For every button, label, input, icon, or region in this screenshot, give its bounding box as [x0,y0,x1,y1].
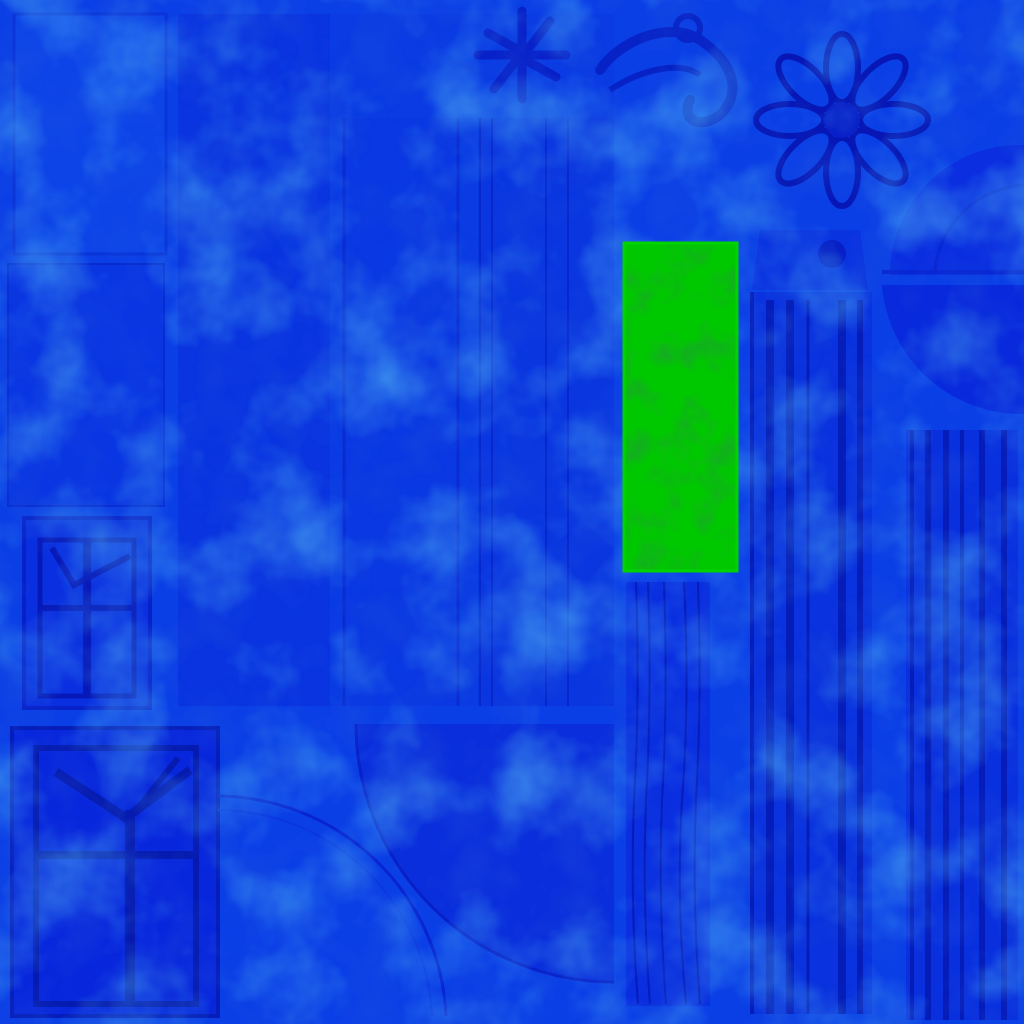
selected-uv-island[interactable] [622,241,739,573]
